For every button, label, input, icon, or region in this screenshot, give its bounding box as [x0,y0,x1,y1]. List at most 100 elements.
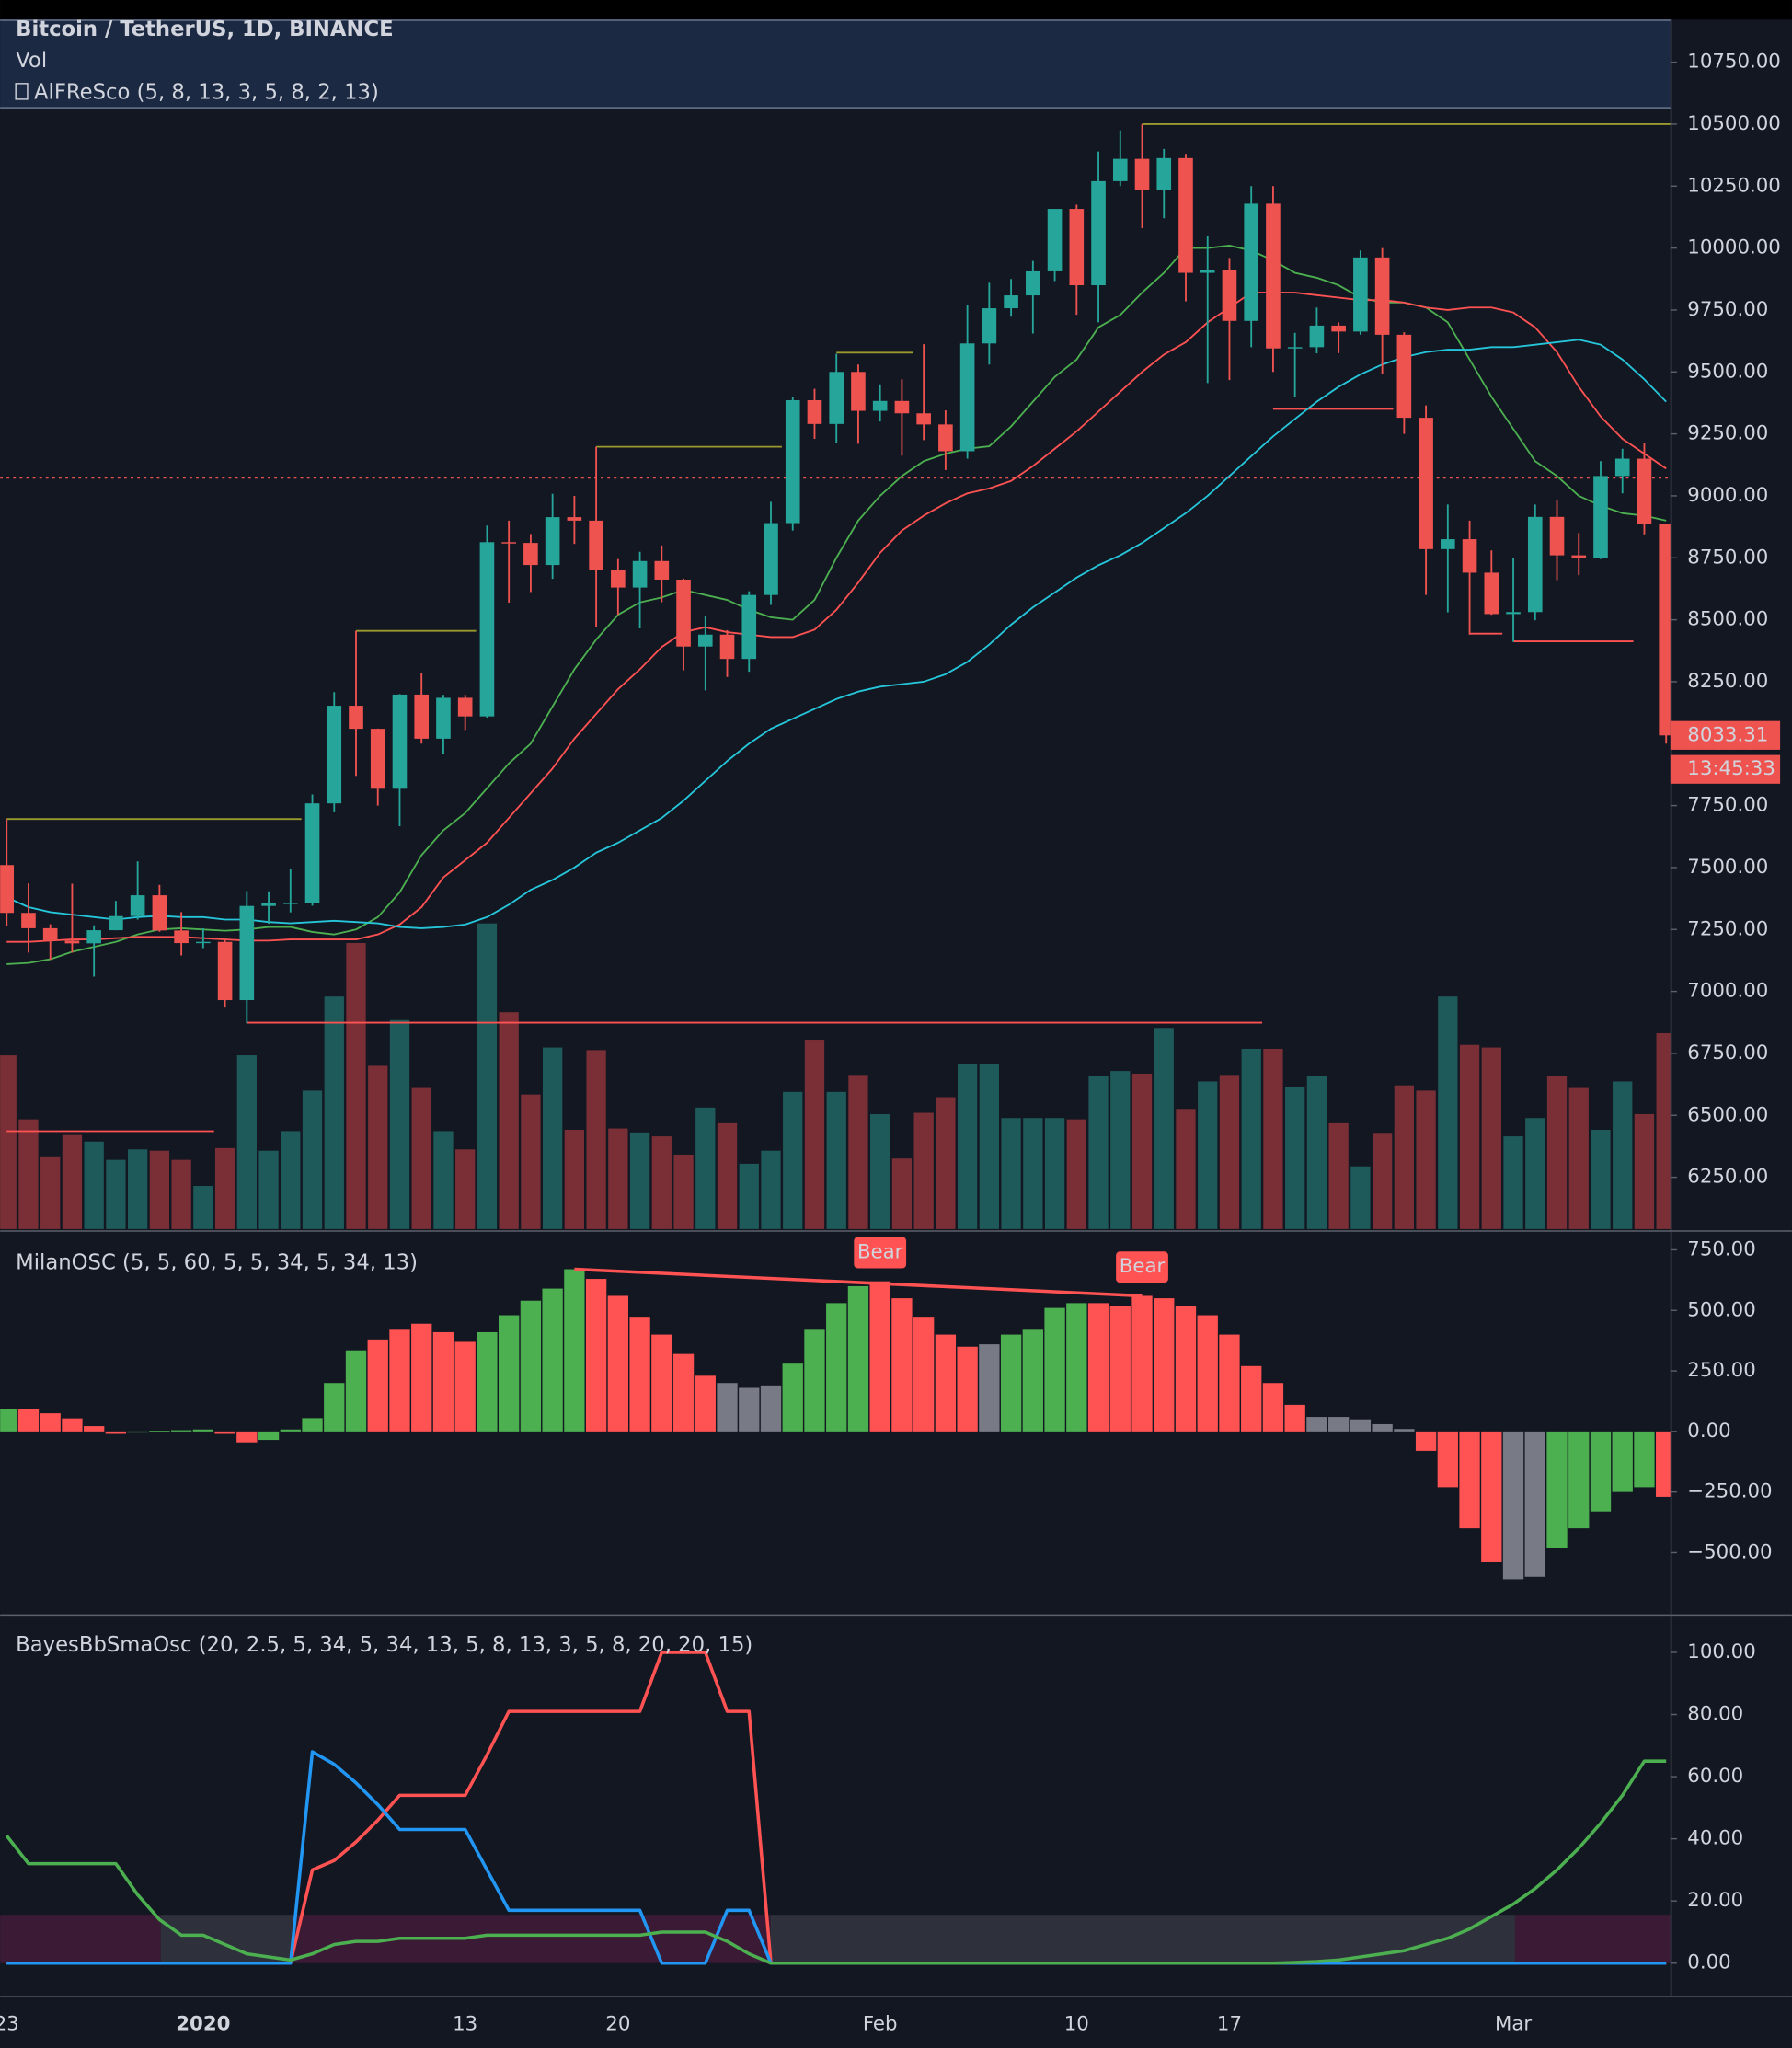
annotation-box [1116,1251,1168,1283]
volume-bar [1503,1136,1523,1229]
volume-bar [106,1159,126,1229]
x-tick-label: 23 [0,2012,19,2035]
y-tick-label: 60.00 [1687,1765,1743,1788]
symbol-title[interactable]: Bitcoin / TetherUS, 1D, BINANCE [16,17,394,41]
candle-body [1637,458,1652,524]
candle-body [1004,295,1018,309]
volume-bar [1546,1076,1568,1229]
histogram-bar [913,1317,935,1432]
candle-body [764,523,778,595]
volume-bar [1176,1109,1196,1229]
histogram-bar [1241,1365,1262,1432]
histogram-bar [170,1430,192,1432]
candle-body [741,594,757,660]
histogram-bar [1262,1383,1284,1432]
moving-average [6,292,1667,943]
band [293,1915,771,1963]
histogram-bar [280,1429,301,1432]
histogram-bar [1590,1431,1612,1512]
indicator-label[interactable]: BayesBbSmaOsc (20, 2.5, 5, 34, 5, 34, 13… [16,1633,752,1657]
volume-bar [1263,1048,1283,1229]
y-tick-label: 6750.00 [1687,1041,1768,1064]
histogram-bar [17,1409,40,1432]
indicator-label[interactable]: Vol [16,49,47,73]
histogram-bar [869,1281,890,1432]
histogram-bar [149,1431,170,1432]
candle-body [523,543,538,566]
histogram-bar [979,1344,1000,1432]
annotation-label: Bear [1120,1255,1166,1278]
candle-body [64,940,80,944]
volume-bar [324,996,344,1229]
histogram-bar [1131,1295,1153,1432]
volume-bar [826,1091,846,1229]
histogram-bar [302,1418,323,1432]
last-price-label: 8033.31 [1687,723,1768,746]
y-tick-label: 40.00 [1687,1827,1743,1850]
histogram-bar [782,1363,803,1432]
volume-bar [1328,1122,1349,1229]
y-tick-label: 9000.00 [1687,484,1768,507]
indicator-label[interactable]: MilanOSC (5, 5, 60, 5, 5, 34, 5, 34, 13) [16,1250,418,1274]
candle-body [719,634,735,660]
volume-bar [1591,1129,1611,1229]
histogram-bar [564,1269,585,1432]
candle-body [1506,612,1521,615]
y-tick-label: 10250.00 [1687,174,1781,197]
candle-body [1026,270,1040,296]
y-tick-label: 6500.00 [1687,1103,1768,1126]
candle-body [567,517,582,521]
candle-body [807,399,822,424]
histogram-bar [804,1329,825,1432]
band [0,1915,161,1963]
volume-bar [979,1064,1000,1229]
volume-bar [127,1149,148,1229]
volume-bar [848,1075,868,1229]
histogram-bar [1087,1303,1109,1432]
y-tick-label: 250.00 [1687,1359,1755,1382]
candle-body [1309,325,1325,348]
histogram-bar [214,1431,235,1434]
indicator-label[interactable]: AlFReSco (5, 8, 13, 3, 5, 8, 2, 13) [34,80,379,104]
candle-body [0,865,15,914]
volume-bar [717,1122,738,1229]
x-tick-label: 10 [1064,2012,1089,2035]
volume-bar [521,1094,541,1229]
countdown-label: 13:45:33 [1687,757,1775,780]
histogram-bar [651,1334,672,1432]
candle-body [1549,516,1565,556]
y-tick-label: 10000.00 [1687,236,1781,259]
volume-bar [1656,1032,1671,1229]
candle-body [42,927,58,941]
histogram-bar [1524,1431,1545,1577]
histogram-bar [432,1331,454,1432]
volume-bar [346,942,366,1229]
candle-body [959,343,975,452]
histogram-bar [1415,1431,1437,1451]
y-tick-label: 8750.00 [1687,546,1768,569]
volume-bar [62,1134,83,1229]
histogram-bar [367,1339,388,1432]
volume-bar [40,1156,61,1229]
histogram-bar [499,1315,520,1432]
candle-body [1331,325,1346,332]
y-tick-label: 80.00 [1687,1703,1743,1726]
candle-body [632,560,648,588]
y-tick-label: 20.00 [1687,1889,1743,1912]
candle-body [174,930,189,944]
histogram-bar [672,1353,695,1432]
annotation-label: Bear [857,1240,903,1263]
volume-bar [433,1131,454,1229]
candle-body [1527,516,1543,613]
x-tick-label: 20 [605,2012,630,2035]
volume-bar [1394,1085,1415,1229]
volume-bar [1285,1087,1305,1229]
volume-bar [1459,1044,1480,1229]
candle-body [1593,476,1608,558]
histogram-bar [1372,1423,1393,1432]
last-price-box [1670,720,1781,750]
histogram-bar [1022,1329,1043,1432]
candle-body [304,803,320,903]
volume-bar [0,1055,17,1229]
volume-bar [1416,1090,1436,1229]
